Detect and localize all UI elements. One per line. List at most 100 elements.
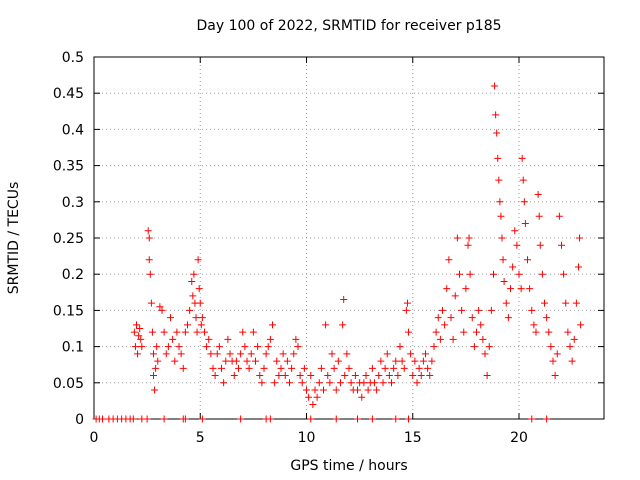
- data-point: [177, 350, 185, 358]
- data-point: [526, 285, 534, 293]
- data-point: [269, 321, 276, 329]
- data-point: [137, 335, 145, 343]
- data-point: [572, 299, 580, 307]
- data-point: [292, 335, 300, 343]
- data-point: [485, 343, 493, 351]
- data-point: [162, 350, 170, 358]
- grid: [94, 57, 604, 419]
- data-point: [150, 372, 157, 380]
- data-point: [307, 415, 315, 423]
- data-point: [515, 270, 523, 278]
- data-point: [151, 386, 159, 394]
- y-axis-tick-labels: 0 0.05 0.1 0.15 0.2 0.25 0.3 0.35 0.4 0.45 0.5: [53, 50, 84, 428]
- data-point: [271, 379, 279, 387]
- data-point: [143, 415, 151, 423]
- data-point: [473, 328, 480, 336]
- data-point: [218, 364, 225, 372]
- data-point: [288, 364, 296, 372]
- data-point: [513, 241, 521, 249]
- data-point: [281, 372, 289, 380]
- data-point: [196, 299, 204, 307]
- data-point: [392, 357, 400, 365]
- x-axis-label: GPS time / hours: [290, 458, 407, 474]
- data-point: [398, 357, 406, 365]
- data-point: [483, 372, 491, 380]
- data-point: [375, 372, 383, 380]
- data-point: [520, 198, 528, 206]
- data-point: [498, 234, 506, 242]
- data-point: [419, 357, 427, 365]
- data-point: [449, 335, 457, 343]
- data-point: [532, 328, 540, 336]
- data-point: [439, 306, 446, 314]
- data-point: [428, 357, 436, 365]
- data-point: [169, 335, 177, 343]
- data-point: [470, 343, 478, 351]
- data-point: [458, 306, 466, 314]
- data-point: [553, 350, 561, 358]
- data-point: [171, 357, 179, 365]
- y-tick-label: 0.25: [53, 231, 84, 247]
- data-point: [491, 82, 499, 90]
- data-point: [209, 364, 217, 372]
- y-tick-label: 0.35: [53, 159, 84, 175]
- data-point: [475, 306, 483, 314]
- data-point: [283, 357, 291, 365]
- data-point: [192, 314, 200, 322]
- data-point: [385, 372, 393, 380]
- data-point: [479, 335, 487, 343]
- data-point: [507, 285, 514, 293]
- data-point: [326, 379, 334, 387]
- data-point: [575, 263, 582, 271]
- data-point: [320, 386, 327, 394]
- data-point: [186, 306, 194, 314]
- data-point: [521, 220, 529, 228]
- data-point: [570, 335, 578, 343]
- data-point: [411, 357, 419, 365]
- data-point: [564, 328, 572, 336]
- data-point: [193, 328, 201, 336]
- data-point: [167, 314, 174, 322]
- data-point: [134, 350, 142, 358]
- data-point: [568, 357, 576, 365]
- data-point: [343, 350, 351, 358]
- data-point: [543, 415, 551, 423]
- data-point: [153, 343, 161, 351]
- data-point: [188, 277, 196, 285]
- data-point: [241, 343, 249, 351]
- data-point: [130, 328, 138, 336]
- data-point: [535, 212, 543, 220]
- data-point: [332, 386, 340, 394]
- data-point: [305, 393, 313, 401]
- data-point: [300, 364, 308, 372]
- data-point: [405, 328, 412, 336]
- data-point: [518, 154, 526, 162]
- data-point: [189, 292, 197, 300]
- data-point: [266, 415, 274, 423]
- x-tick-label: 10: [298, 430, 316, 446]
- y-axis-label: SRMTID / TECUs: [6, 182, 22, 295]
- data-point: [337, 379, 344, 387]
- data-point: [328, 350, 336, 358]
- data-point: [317, 364, 325, 372]
- data-point: [468, 314, 476, 322]
- data-point: [194, 256, 202, 264]
- data-point: [245, 364, 253, 372]
- y-tick-label: 0.15: [53, 303, 84, 319]
- data-point: [409, 372, 417, 380]
- data-point: [249, 328, 257, 336]
- data-point: [315, 379, 323, 387]
- x-tick-label: 15: [404, 430, 422, 446]
- data-point: [417, 372, 425, 380]
- data-point: [426, 372, 434, 380]
- data-point: [226, 350, 234, 358]
- data-point: [566, 343, 574, 351]
- data-point: [396, 343, 404, 351]
- data-point: [403, 299, 411, 307]
- data-point: [390, 364, 398, 372]
- data-point: [447, 314, 455, 322]
- x-tick-label: 0: [90, 430, 99, 446]
- data-point: [407, 350, 415, 358]
- data-point: [156, 303, 164, 311]
